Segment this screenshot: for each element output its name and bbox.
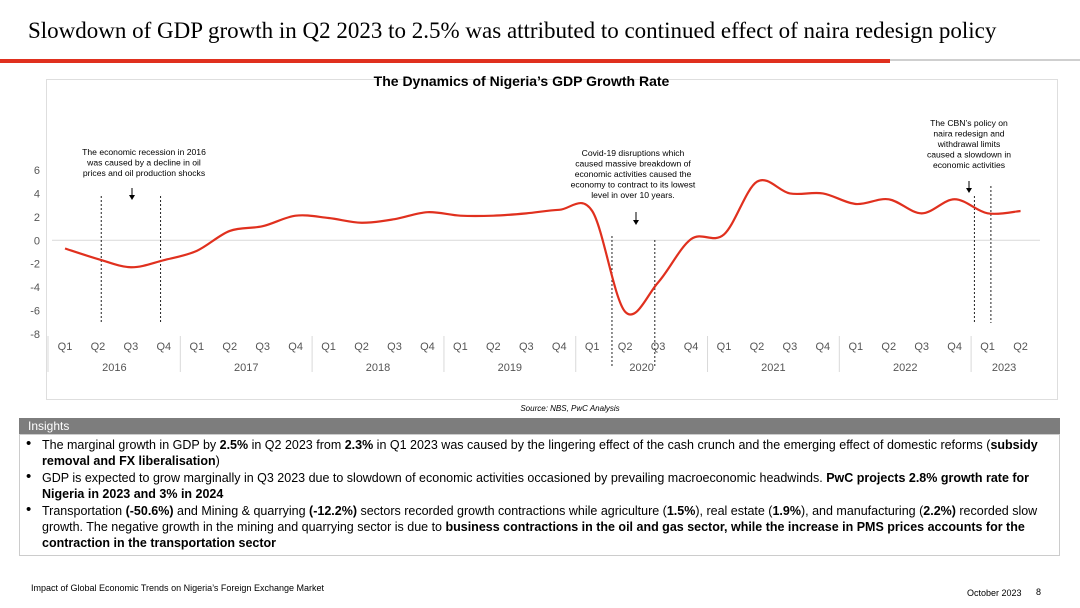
x-tick-label: Q1 bbox=[717, 341, 732, 353]
x-tick-label: Q2 bbox=[222, 341, 237, 353]
x-tick-label: Q1 bbox=[58, 341, 73, 353]
x-year-label: 2021 bbox=[761, 362, 785, 374]
insight-text: ), and manufacturing ( bbox=[800, 504, 924, 518]
insight-text: sectors recorded growth contractions whi… bbox=[356, 504, 667, 518]
annotation-arrow-head bbox=[633, 220, 639, 225]
insight-emphasis: 2.2%) bbox=[923, 504, 956, 518]
x-tick-label: Q1 bbox=[980, 341, 995, 353]
x-tick-label: Q3 bbox=[255, 341, 270, 353]
insight-emphasis: 1.9% bbox=[772, 504, 801, 518]
y-tick-label: -6 bbox=[30, 306, 40, 318]
insight-emphasis: (-12.2%) bbox=[309, 504, 357, 518]
x-tick-label: Q3 bbox=[914, 341, 929, 353]
x-tick-label: Q3 bbox=[387, 341, 402, 353]
insights-list: The marginal growth in GDP by 2.5% in Q2… bbox=[22, 436, 1052, 552]
x-tick-label: Q2 bbox=[1013, 341, 1028, 353]
y-tick-label: 0 bbox=[34, 235, 40, 247]
insight-emphasis: 2.5% bbox=[219, 438, 249, 452]
insight-emphasis: business contractions in the oil and gas… bbox=[42, 520, 1025, 550]
x-tick-label: Q2 bbox=[881, 341, 896, 353]
x-year-label: 2016 bbox=[102, 362, 126, 374]
y-tick-label: 2 bbox=[34, 212, 40, 224]
x-tick-label: Q2 bbox=[618, 341, 633, 353]
footer-title: Impact of Global Economic Trends on Nige… bbox=[31, 583, 324, 593]
annotation-arrow-head bbox=[129, 195, 135, 200]
x-tick-label: Q1 bbox=[585, 341, 600, 353]
x-tick-label: Q4 bbox=[157, 341, 172, 353]
chart-title: The Dynamics of Nigeria’s GDP Growth Rat… bbox=[373, 73, 670, 89]
y-tick-label: -8 bbox=[30, 329, 40, 341]
x-tick-label: Q1 bbox=[189, 341, 204, 353]
insights-box bbox=[19, 434, 1060, 556]
x-tick-label: Q4 bbox=[552, 341, 567, 353]
x-year-label: 2019 bbox=[498, 362, 522, 374]
insight-bullet: Transportation (-50.6%) and Mining & qua… bbox=[22, 502, 1052, 551]
insight-bullet: GDP is expected to grow marginally in Q3… bbox=[22, 469, 1052, 502]
chart-annotation: The CBN’s policy on naira redesign and wit… bbox=[927, 118, 1011, 170]
gdp-line-chart: -8 -6 -4 -2 0 2 4 6 2016 2017 2018 2019 2020 2021 2022… bbox=[30, 118, 1040, 374]
x-tick-label: Q4 bbox=[684, 341, 699, 353]
insight-text: GDP is expected to grow marginally in Q3… bbox=[42, 471, 827, 485]
insight-emphasis: 2.3% bbox=[344, 438, 374, 452]
y-tick-label: -4 bbox=[30, 282, 40, 294]
insight-text: recorded slow growth. The negative growt… bbox=[42, 504, 1038, 534]
x-year-label: 2022 bbox=[893, 362, 917, 374]
footer-date: October 2023 bbox=[967, 588, 1022, 598]
insight-emphasis: 1.5% bbox=[666, 504, 696, 518]
insight-text: and Mining & quarrying bbox=[173, 504, 310, 518]
insight-text: ), real estate ( bbox=[695, 504, 773, 518]
title-accent-bar bbox=[0, 59, 890, 63]
x-tick-label: Q3 bbox=[783, 341, 798, 353]
insight-text: ) bbox=[215, 454, 220, 468]
insight-text: in Q2 2023 from bbox=[248, 438, 345, 452]
chart-frame bbox=[46, 79, 1058, 400]
x-tick-label: Q4 bbox=[947, 341, 962, 353]
x-year-label: 2017 bbox=[234, 362, 258, 374]
page-number: 8 bbox=[1036, 587, 1042, 597]
x-year-label: 2023 bbox=[992, 362, 1016, 374]
insight-text: in Q1 2023 was caused by the lingering e… bbox=[373, 438, 991, 452]
x-year-label: 2018 bbox=[366, 362, 390, 374]
x-tick-label: Q4 bbox=[816, 341, 831, 353]
annotation-arrow-head bbox=[966, 188, 972, 193]
gdp-growth-line bbox=[64, 179, 1021, 316]
insight-emphasis: PwC projects 2.8% growth rate for Nigeri… bbox=[42, 471, 1030, 501]
x-tick-label: Q2 bbox=[750, 341, 765, 353]
x-tick-label: Q1 bbox=[848, 341, 863, 353]
insight-bullet: The marginal growth in GDP by 2.5% in Q2… bbox=[22, 436, 1052, 469]
x-tick-label: Q2 bbox=[486, 341, 501, 353]
x-tick-label: Q4 bbox=[420, 341, 435, 353]
x-tick-label: Q4 bbox=[288, 341, 303, 353]
insight-text: Transportation bbox=[42, 504, 126, 518]
slide-title: Slowdown of GDP growth in Q2 2023 to 2.5… bbox=[28, 18, 997, 43]
x-year-label: 2020 bbox=[629, 362, 653, 374]
x-tick-label: Q1 bbox=[321, 341, 336, 353]
chart-annotation: Covid-19 disruptions which caused massive… bbox=[571, 148, 696, 200]
insight-emphasis: (-50.6%) bbox=[125, 504, 174, 518]
x-tick-label: Q3 bbox=[519, 341, 534, 353]
x-tick-label: Q2 bbox=[91, 341, 106, 353]
insights-header: Insights bbox=[19, 418, 1060, 434]
x-tick-label: Q1 bbox=[453, 341, 468, 353]
chart-source: Source: NBS, PwC Analysis bbox=[520, 404, 620, 413]
chart-annotation: The economic recession in 2016 was caused… bbox=[82, 147, 206, 178]
x-tick-label: Q2 bbox=[354, 341, 369, 353]
y-tick-label: 4 bbox=[34, 188, 40, 200]
insight-emphasis: subsidy removal and FX liberalisation bbox=[42, 438, 1038, 468]
y-tick-label: 6 bbox=[34, 165, 40, 177]
insight-text: The marginal growth in GDP by bbox=[42, 438, 220, 452]
x-tick-label: Q3 bbox=[651, 341, 666, 353]
x-tick-label: Q3 bbox=[124, 341, 139, 353]
y-tick-label: -2 bbox=[30, 259, 40, 271]
